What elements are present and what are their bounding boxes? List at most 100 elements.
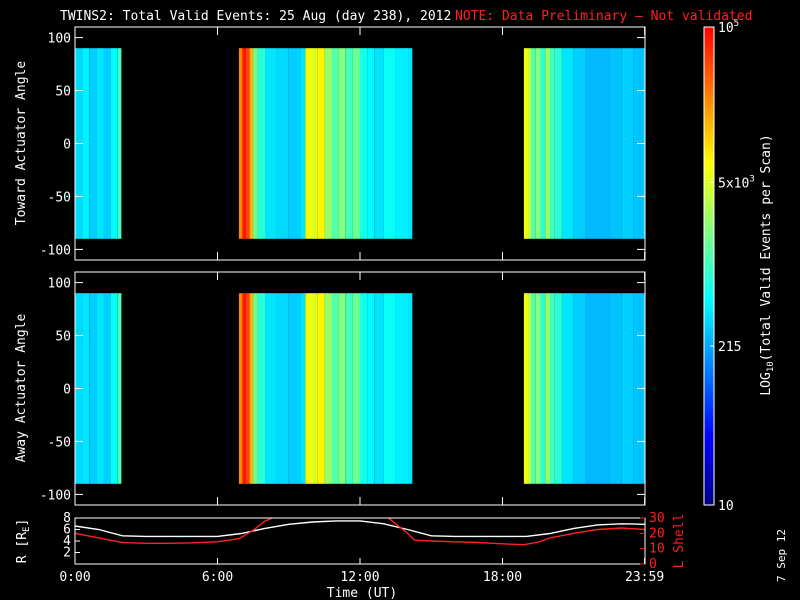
heatmap-column bbox=[331, 48, 339, 239]
heatmap-column bbox=[308, 293, 313, 484]
toward-ylabel: Toward Actuator Angle bbox=[14, 61, 29, 226]
heatmap-column bbox=[103, 48, 111, 239]
heatmap-column bbox=[609, 48, 622, 239]
heatmap-column bbox=[597, 48, 610, 239]
l-shell-series-line bbox=[388, 518, 645, 546]
heatmap-column bbox=[395, 48, 408, 239]
l-shell-tick-label: 10 bbox=[649, 542, 665, 557]
heatmap-column bbox=[103, 293, 111, 484]
heatmap-column bbox=[352, 293, 360, 484]
heatmap-column bbox=[585, 48, 598, 239]
l-shell-tick-label: 30 bbox=[649, 511, 665, 526]
date-stamp: 7 Sep 12 bbox=[775, 529, 788, 582]
y-tick-label: 50 bbox=[55, 85, 71, 100]
heatmap-column bbox=[338, 48, 346, 239]
heatmap-column bbox=[374, 48, 384, 239]
x-axis-label: Time (UT) bbox=[327, 586, 397, 600]
r-series-line bbox=[75, 520, 645, 538]
heatmap-column bbox=[288, 293, 301, 484]
colorbar-tick-label: 215 bbox=[718, 340, 741, 355]
heatmap-column bbox=[246, 48, 250, 239]
colorbar: 10 215 5x103 105 bbox=[703, 19, 755, 514]
heatmap-column bbox=[531, 293, 536, 484]
heatmap-column bbox=[308, 48, 313, 239]
heatmap-column bbox=[324, 48, 332, 239]
y-tick-label: 100 bbox=[48, 32, 71, 47]
colorbar-label: LOG10(Total Valid Events per Scan) bbox=[759, 134, 776, 395]
heatmap-column bbox=[246, 293, 250, 484]
y-tick-label: -50 bbox=[48, 435, 71, 450]
l-shell-tick-label: 20 bbox=[649, 526, 665, 541]
r-tick-label: 4 bbox=[63, 534, 71, 549]
heatmap-column bbox=[253, 293, 258, 484]
heatmap-column bbox=[352, 48, 360, 239]
heatmap-column bbox=[110, 48, 118, 239]
heatmap-column bbox=[367, 293, 375, 484]
heatmap-column bbox=[554, 48, 562, 239]
heatmap-column bbox=[360, 48, 368, 239]
y-tick-label: 0 bbox=[63, 138, 71, 153]
heatmap-column bbox=[305, 293, 309, 484]
heatmap-column bbox=[573, 48, 586, 239]
heatmap-column bbox=[550, 48, 555, 239]
heatmap-column bbox=[82, 293, 90, 484]
heatmap-column bbox=[257, 48, 265, 239]
heatmap-column bbox=[89, 293, 97, 484]
heatmap-column bbox=[621, 293, 634, 484]
y-tick-label: 0 bbox=[63, 383, 71, 398]
r-tick-label: 6 bbox=[63, 523, 71, 538]
heatmap-column bbox=[317, 48, 325, 239]
heatmap-column bbox=[242, 48, 246, 239]
x-tick-label: 12:00 bbox=[340, 570, 379, 585]
x-tick-label: 0:00 bbox=[59, 570, 90, 585]
heatmap-column bbox=[523, 293, 528, 484]
heatmap-column bbox=[331, 293, 339, 484]
r-axis-label: R [RE] bbox=[15, 519, 32, 564]
heatmap-column bbox=[545, 293, 551, 484]
heatmap-column bbox=[621, 48, 634, 239]
heatmap-column bbox=[550, 293, 555, 484]
heatmap-column bbox=[407, 48, 413, 239]
l-shell-axis-label: L Shell bbox=[672, 514, 687, 569]
x-tick-label: 23:59 bbox=[625, 570, 664, 585]
heatmap-column bbox=[527, 293, 531, 484]
heatmap-column bbox=[395, 293, 408, 484]
heatmap-column bbox=[300, 293, 306, 484]
heatmap-column bbox=[249, 293, 254, 484]
heatmap-column bbox=[317, 293, 325, 484]
heatmap-column bbox=[523, 48, 528, 239]
heatmap-column bbox=[540, 48, 546, 239]
heatmap-column bbox=[535, 48, 541, 239]
away-heatmap-panel: -100 -50 0 50 100 bbox=[40, 271, 646, 506]
heatmap-column bbox=[407, 293, 413, 484]
heatmap-column bbox=[374, 293, 384, 484]
heatmap-column bbox=[238, 48, 243, 239]
heatmap-column bbox=[554, 293, 562, 484]
heatmap-column bbox=[305, 48, 309, 239]
l-shell-series-line bbox=[75, 518, 273, 544]
heatmap-column bbox=[312, 48, 318, 239]
y-tick-label: -100 bbox=[40, 488, 71, 503]
y-tick-label: 50 bbox=[55, 330, 71, 345]
y-tick-label: -100 bbox=[40, 243, 71, 258]
away-ylabel: Away Actuator Angle bbox=[14, 313, 29, 462]
heatmap-column bbox=[535, 293, 541, 484]
heatmap-column bbox=[527, 48, 531, 239]
heatmap-column bbox=[89, 48, 97, 239]
heatmap-column bbox=[300, 48, 306, 239]
heatmap-column bbox=[253, 48, 258, 239]
heatmap-column bbox=[312, 293, 318, 484]
heatmap-column bbox=[561, 293, 574, 484]
toward-heatmap-panel: -100 -50 0 50 100 bbox=[40, 26, 646, 261]
heatmap-column bbox=[531, 48, 536, 239]
heatmap-column bbox=[338, 293, 346, 484]
heatmap-column bbox=[360, 293, 368, 484]
heatmap-column bbox=[597, 293, 610, 484]
heatmap-column bbox=[288, 48, 301, 239]
heatmap-column bbox=[242, 293, 246, 484]
heatmap-column bbox=[117, 293, 122, 484]
heatmap-column bbox=[96, 293, 104, 484]
heatmap-column bbox=[585, 293, 598, 484]
